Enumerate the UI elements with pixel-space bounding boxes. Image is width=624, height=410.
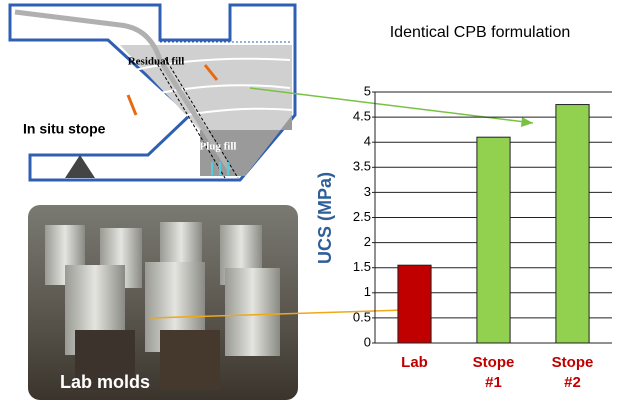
y-tick-label: 1.5 xyxy=(353,259,371,274)
y-tick-label: 0.5 xyxy=(353,309,371,324)
y-tick-label: 4 xyxy=(364,134,371,149)
chart-title: Identical CPB formulation xyxy=(390,24,571,41)
bar xyxy=(556,105,589,343)
residual-label: Residual fill xyxy=(128,56,185,68)
molds-label: Lab molds xyxy=(60,372,150,392)
stope-diagram: Residual fill Plug fill In situ stope xyxy=(10,5,295,180)
y-tick-label: 3 xyxy=(364,184,371,199)
figure: Residual fill Plug fill In situ stope La… xyxy=(0,0,624,410)
stope-label: In situ stope xyxy=(23,121,106,137)
y-tick-label: 2.5 xyxy=(353,209,371,224)
molds-photo: Lab molds xyxy=(28,205,298,400)
plug-label: Plug fill xyxy=(200,141,237,153)
y-tick-label: 0 xyxy=(364,334,371,349)
y-tick-label: 4.5 xyxy=(353,109,371,124)
chart: Residual fill Plug fill In situ stope La… xyxy=(0,0,624,410)
bar xyxy=(477,137,510,343)
y-tick-label: 5 xyxy=(364,83,371,98)
green-arrowhead xyxy=(521,117,533,127)
x-tick-label: Stope #2 xyxy=(548,353,598,393)
y-tick-label: 2 xyxy=(364,234,371,249)
y-tick-label: 3.5 xyxy=(353,159,371,174)
bar xyxy=(398,265,431,343)
x-tick-label: Lab xyxy=(390,353,440,373)
y-axis-label: UCS (MPa) xyxy=(315,172,335,264)
x-tick-label: Stope #1 xyxy=(469,353,519,393)
y-tick-label: 1 xyxy=(364,284,371,299)
